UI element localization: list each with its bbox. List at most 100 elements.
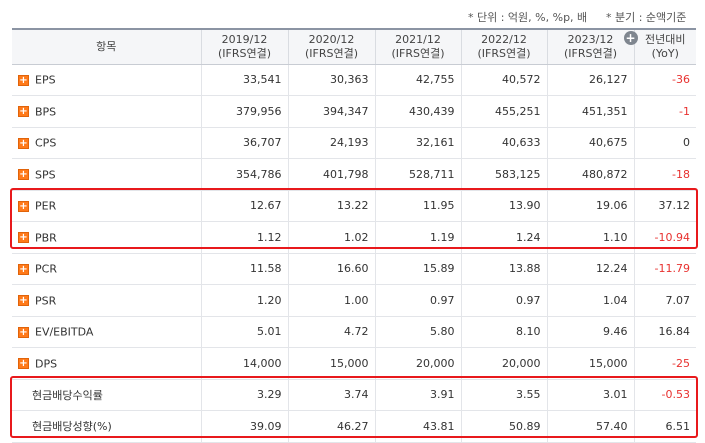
add-period-icon[interactable]: + xyxy=(623,30,638,45)
expand-row-icon[interactable]: + xyxy=(18,106,29,117)
yoy-cell: 37.12 xyxy=(633,190,696,222)
value-cell: 3.01 xyxy=(546,379,634,411)
value-cell: 3.29 xyxy=(200,379,288,411)
row-label: PSR xyxy=(35,294,57,307)
table-row: 현금배당성향(%) 39.09 46.27 43.81 50.89 57.40 6.51 xyxy=(12,410,696,443)
table-row: + PCR 11.58 16.60 15.89 13.88 12.24 -11.79 xyxy=(12,253,696,285)
value-cell: 36,707 xyxy=(200,127,288,159)
value-cell: 15.89 xyxy=(374,253,461,285)
value-cell: 40,572 xyxy=(460,64,547,96)
value-cell: 528,711 xyxy=(374,158,461,191)
expand-row-icon[interactable]: + xyxy=(18,137,29,149)
value-cell: 0.97 xyxy=(374,284,461,317)
table-row: + PER 12.67 13.22 11.95 13.90 19.06 37.12 xyxy=(12,190,696,222)
expand-row-icon[interactable]: + xyxy=(18,232,29,243)
table-row: + DPS 14,000 15,000 20,000 20,000 15,000 -25 xyxy=(12,347,696,380)
expand-row-icon[interactable]: + xyxy=(18,74,29,86)
yoy-cell: -25 xyxy=(633,347,696,380)
row-name-cell: + PER xyxy=(12,190,201,222)
row-label: BPS xyxy=(35,105,57,118)
value-cell: 12.67 xyxy=(200,190,288,222)
row-name-cell: + EV/EBITDA xyxy=(12,316,201,348)
row-label: 현금배당수익률 xyxy=(32,388,103,402)
period-cell-inner: 2023/12 (IFRS연결) + xyxy=(548,30,638,61)
period-year: 2021/12 xyxy=(395,32,441,46)
row-label: PER xyxy=(35,199,57,213)
period-basis: (IFRS연결) xyxy=(217,46,272,60)
yoy-cell: 7.07 xyxy=(633,284,696,317)
value-cell: 1.04 xyxy=(546,284,634,317)
period-basis: (IFRS연결) xyxy=(477,46,531,60)
unit-note: * 단위 : 억원, %, %p, 배 xyxy=(468,11,588,24)
financial-ratio-table: 항목 2019/12 (IFRS연결) 2020/12 (IFRS연결) 202… xyxy=(12,28,696,443)
value-cell: 42,755 xyxy=(374,64,461,96)
value-cell: 15,000 xyxy=(546,347,634,380)
row-label: SPS xyxy=(35,168,56,181)
yoy-cell: 0 xyxy=(633,127,696,159)
value-cell: 40,633 xyxy=(460,127,547,159)
header-yoy: 전년대비 (YoY) xyxy=(633,28,696,65)
value-cell: 1.00 xyxy=(287,284,375,317)
table-body: + EPS 33,541 30,363 42,755 40,572 26,127 -36 + BP… xyxy=(12,64,696,443)
table-notes: * 단위 : 억원, %, %p, 배 * 분기 : 순액기준 xyxy=(0,0,705,28)
period-basis: (IFRS연결) xyxy=(563,46,618,60)
value-cell: 3.74 xyxy=(287,379,375,411)
row-name-cell: 현금배당성향(%) xyxy=(12,410,201,443)
value-cell: 583,125 xyxy=(460,158,547,191)
value-cell: 455,251 xyxy=(460,95,547,128)
yoy-cell: -18 xyxy=(633,158,696,191)
value-cell: 430,439 xyxy=(374,95,461,128)
value-cell: 43.81 xyxy=(374,410,461,443)
value-cell: 1.12 xyxy=(200,221,288,254)
table-row: 현금배당수익률 3.29 3.74 3.91 3.55 3.01 -0.53 xyxy=(12,379,696,411)
header-item: 항목 xyxy=(12,28,201,65)
value-cell: 13.88 xyxy=(460,253,547,285)
value-cell: 1.24 xyxy=(460,221,547,254)
expand-row-icon[interactable]: + xyxy=(18,295,29,306)
row-name-cell: + SPS xyxy=(12,158,201,191)
value-cell: 1.19 xyxy=(374,221,461,254)
table-row: + BPS 379,956 394,347 430,439 455,251 451,351-… xyxy=(12,95,696,128)
table-row: + PBR 1.12 1.02 1.19 1.24 1.10 -10.94 xyxy=(12,221,696,254)
row-label: DPS xyxy=(35,357,58,370)
value-cell: 19.06 xyxy=(546,190,634,222)
period-year: 2022/12 xyxy=(481,32,527,46)
row-label: EV/EBITDA xyxy=(35,325,94,339)
value-cell: 39.09 xyxy=(200,410,288,443)
value-cell: 40,675 xyxy=(546,127,634,159)
row-name-cell: + CPS xyxy=(12,127,201,159)
expand-row-icon[interactable]: + xyxy=(18,169,29,180)
table-row: + EPS 33,541 30,363 42,755 40,572 26,127 -36 xyxy=(12,64,696,96)
value-cell: 354,786 xyxy=(200,158,288,191)
value-cell: 32,161 xyxy=(374,127,461,159)
value-cell: 33,541 xyxy=(200,64,288,96)
row-name-cell: + PCR xyxy=(12,253,201,285)
expand-row-icon[interactable]: + xyxy=(18,326,29,338)
value-cell: 30,363 xyxy=(287,64,375,96)
value-cell: 1.02 xyxy=(287,221,375,254)
expand-row-icon[interactable]: + xyxy=(18,200,29,212)
value-cell: 4.72 xyxy=(287,316,375,348)
table-header-row: 항목 2019/12 (IFRS연결) 2020/12 (IFRS연결) 202… xyxy=(12,28,696,65)
row-name-cell: 현금배당수익률 xyxy=(12,379,201,411)
value-cell: 3.55 xyxy=(460,379,547,411)
period-year: 2019/12 xyxy=(221,32,268,46)
yoy-cell: -0.53 xyxy=(633,379,696,411)
yoy-cell: -36 xyxy=(633,64,696,96)
value-cell: 16.60 xyxy=(287,253,375,285)
value-cell: 0.97 xyxy=(460,284,547,317)
header-period: 2019/12 (IFRS연결) xyxy=(200,28,288,65)
row-label: EPS xyxy=(35,73,56,87)
row-label: 현금배당성향(%) xyxy=(32,420,112,434)
yoy-cell: -10.94 xyxy=(633,221,696,254)
expand-row-icon[interactable]: + xyxy=(18,263,29,275)
value-cell: 20,000 xyxy=(460,347,547,380)
row-name-cell: + BPS xyxy=(12,95,201,128)
value-cell: 13.22 xyxy=(287,190,375,222)
yoy-sublabel: (YoY) xyxy=(651,46,679,60)
row-name-cell: + PSR xyxy=(12,284,201,317)
period-year: 2020/12 xyxy=(308,32,355,46)
expand-row-icon[interactable]: + xyxy=(18,358,29,369)
value-cell: 15,000 xyxy=(287,347,375,380)
yoy-label: 전년대비 xyxy=(645,32,686,46)
